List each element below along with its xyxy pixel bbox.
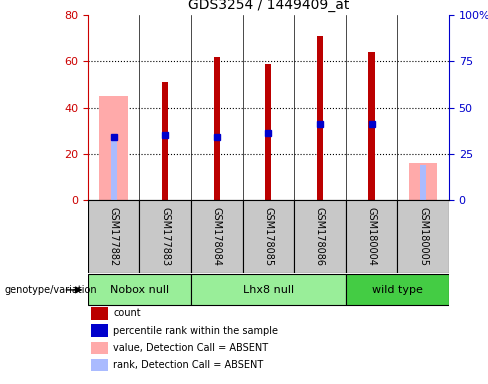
- Bar: [368, 52, 375, 200]
- Text: wild type: wild type: [372, 285, 423, 295]
- Bar: [243, 200, 294, 273]
- Bar: [91, 307, 108, 319]
- Text: genotype/variation: genotype/variation: [5, 285, 98, 295]
- Bar: [265, 64, 271, 200]
- Text: GSM178086: GSM178086: [315, 207, 325, 266]
- Text: GSM177883: GSM177883: [160, 207, 170, 266]
- Bar: [91, 342, 108, 354]
- Text: GSM180004: GSM180004: [366, 207, 377, 266]
- Bar: [294, 200, 346, 273]
- Text: Lhx8 null: Lhx8 null: [243, 285, 294, 295]
- Bar: [317, 36, 323, 200]
- Text: GSM177882: GSM177882: [109, 207, 119, 266]
- Bar: [100, 96, 128, 200]
- Bar: [191, 200, 243, 273]
- Bar: [162, 82, 168, 200]
- Bar: [214, 57, 220, 200]
- Text: GSM178085: GSM178085: [264, 207, 273, 266]
- Text: rank, Detection Call = ABSENT: rank, Detection Call = ABSENT: [113, 360, 264, 370]
- Bar: [91, 359, 108, 371]
- Title: GDS3254 / 1449409_at: GDS3254 / 1449409_at: [188, 0, 349, 12]
- Bar: [346, 275, 449, 306]
- Text: GSM178084: GSM178084: [212, 207, 222, 266]
- Text: GSM180005: GSM180005: [418, 207, 428, 266]
- Bar: [191, 275, 346, 306]
- Bar: [409, 163, 437, 200]
- Bar: [111, 137, 117, 200]
- Bar: [346, 200, 397, 273]
- Bar: [420, 165, 426, 200]
- Text: Nobox null: Nobox null: [110, 285, 169, 295]
- Bar: [88, 275, 191, 306]
- Bar: [140, 200, 191, 273]
- Bar: [397, 200, 449, 273]
- Bar: [91, 324, 108, 337]
- Bar: [88, 200, 140, 273]
- Text: percentile rank within the sample: percentile rank within the sample: [113, 326, 278, 336]
- Text: value, Detection Call = ABSENT: value, Detection Call = ABSENT: [113, 343, 268, 353]
- Text: count: count: [113, 308, 141, 318]
